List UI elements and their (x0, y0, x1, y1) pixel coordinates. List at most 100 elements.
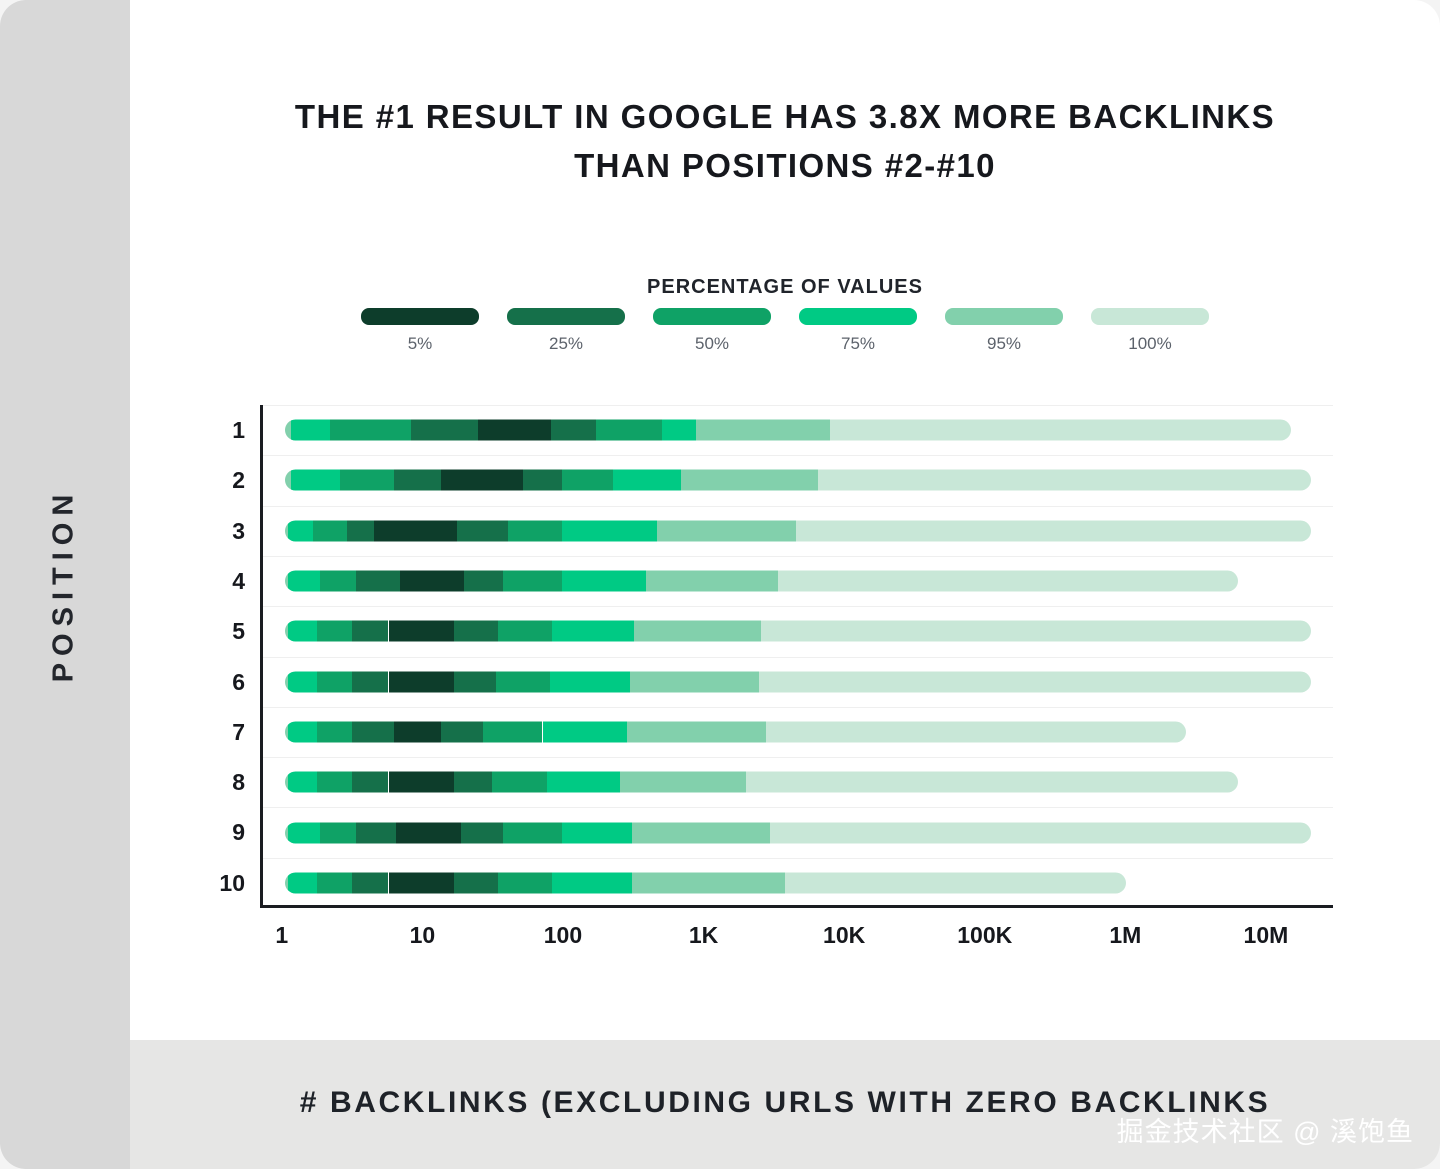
bar-segment (411, 419, 479, 441)
legend-swatch-label: 95% (986, 334, 1022, 353)
bar-segment (284, 419, 291, 441)
percentile-bar (284, 671, 1312, 693)
y-axis-label: 2 (232, 467, 245, 494)
y-axis-label: 7 (232, 718, 245, 745)
bar-segment (284, 620, 288, 642)
bar-row (263, 556, 1333, 606)
bar-segment (393, 469, 441, 491)
bar-segment (502, 570, 562, 592)
y-axis-label: 1 (232, 417, 245, 443)
bar-segment (453, 872, 498, 894)
bar-segment (395, 822, 461, 844)
percentile-bar (284, 419, 1291, 441)
bar-segment (561, 520, 657, 542)
bar-segment (355, 570, 400, 592)
bar-segment (287, 872, 317, 894)
x-axis-labels: 1 10 100 1K 10K 100K 1M 10M (260, 922, 1333, 956)
bar-segment (351, 671, 389, 693)
bar-segment (457, 520, 508, 542)
bar-segment (595, 419, 662, 441)
bar-segment (393, 721, 441, 743)
legend-swatch-label: 50% (694, 334, 730, 353)
legend-swatch (507, 308, 625, 325)
gridline (263, 857, 1333, 859)
legend-swatch-label: 100% (1128, 334, 1172, 353)
percentile-bar (284, 872, 1126, 894)
plot-area (260, 405, 1333, 908)
bar-segment (453, 620, 498, 642)
bar-segment (290, 419, 330, 441)
y-axis-labels: 1 2 3 4 5 6 7 8 9 10 (150, 405, 245, 908)
x-tick-label: 1M (1109, 922, 1142, 948)
bar-segment (784, 872, 1126, 894)
percentile-bar (284, 620, 1312, 642)
bar-segment (287, 620, 317, 642)
gridline (263, 656, 1333, 658)
bar-segment (633, 620, 762, 642)
percentile-bar (284, 570, 1238, 592)
legend-swatch (799, 308, 917, 325)
bar-segment (284, 872, 288, 894)
x-tick-label: 10 (409, 922, 436, 948)
bar-segment (388, 872, 454, 894)
bar-segment (761, 620, 1312, 642)
x-tick-label: 1 (275, 922, 289, 948)
watermark: 掘金技术社区 @ 溪饱鱼 (1116, 1117, 1414, 1147)
bar-segment (399, 570, 464, 592)
bar-segment (681, 469, 819, 491)
y-axis-title: POSITION (47, 487, 80, 683)
chart-title-line2: THAN POSITIONS #2-#10 (574, 147, 996, 184)
legend-item: 5% (361, 308, 479, 354)
bar-segment (497, 620, 553, 642)
legend-item: 75% (799, 308, 917, 354)
x-tick-label: 100K (957, 922, 1013, 948)
percentile-bar (284, 771, 1238, 793)
bar-segment (830, 419, 1291, 441)
x-tick-label: 10K (823, 922, 866, 948)
legend-swatch-label: 25% (548, 334, 584, 353)
bar-segment (561, 822, 632, 844)
bar-segment (546, 771, 620, 793)
bar-segment (355, 822, 396, 844)
bar-row (263, 455, 1333, 505)
bar-segment (745, 771, 1238, 793)
bar-segment (552, 872, 632, 894)
y-axis-label: 9 (232, 819, 245, 846)
bar-segment (502, 822, 562, 844)
y-axis-label: 10 (219, 869, 245, 896)
bar-segment (491, 771, 547, 793)
x-tick-label: 1K (688, 922, 719, 948)
bar-segment (818, 469, 1312, 491)
bar-segment (351, 620, 389, 642)
bar-segment (522, 469, 562, 491)
bar-segment (317, 771, 352, 793)
bar-row (263, 858, 1333, 908)
bar-segment (549, 671, 630, 693)
bar-row (263, 807, 1333, 857)
bar-segment (287, 822, 321, 844)
chart-title: THE #1 RESULT IN GOOGLE HAS 3.8X MORE BA… (130, 92, 1440, 190)
bar-segment (284, 520, 288, 542)
bar-segment (320, 822, 356, 844)
legend-swatch-label: 75% (840, 334, 876, 353)
bar-row (263, 707, 1333, 757)
bar-segment (388, 671, 454, 693)
bar-segment (284, 469, 291, 491)
percentile-bar (284, 822, 1312, 844)
x-tick-label: 100 (543, 922, 583, 948)
bar-row (263, 606, 1333, 656)
bar-segment (656, 520, 796, 542)
gridline (263, 505, 1333, 507)
gridline (263, 606, 1333, 608)
legend-swatch (945, 308, 1063, 325)
bar-segment (613, 469, 682, 491)
y-axis-label: 3 (232, 517, 245, 544)
bar-segment (440, 469, 523, 491)
x-tick-label: 10M (1243, 922, 1289, 948)
legend-swatch (361, 308, 479, 325)
bar-segment (284, 671, 288, 693)
gridline (263, 455, 1333, 457)
percentile-bar (284, 469, 1312, 491)
bar-segment (284, 721, 288, 743)
